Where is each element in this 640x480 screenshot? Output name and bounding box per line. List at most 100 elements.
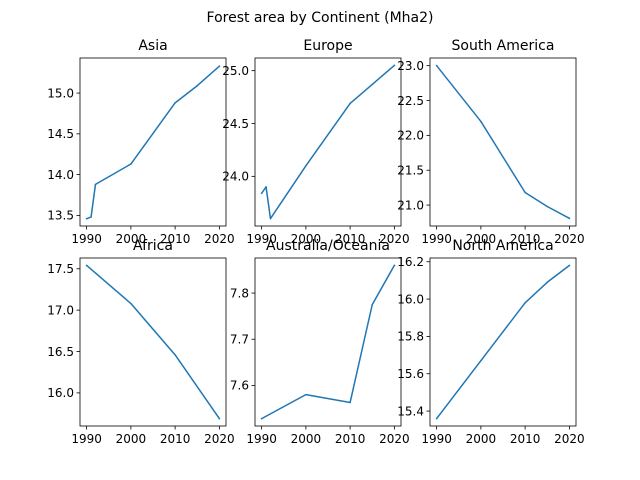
- x-tick-label-south-america: 2000: [466, 232, 497, 246]
- subplot-title-asia: Asia: [138, 38, 167, 54]
- data-point-north-america: [435, 417, 438, 420]
- x-tick-label-north-america: 2020: [554, 432, 585, 446]
- x-tick-label-north-america: 2010: [510, 432, 541, 446]
- data-point-australia-oceania: [349, 401, 351, 404]
- y-tick-label-europe: 24.5: [222, 117, 249, 131]
- y-tick-label-asia: 14.5: [47, 127, 74, 141]
- figure-title: Forest area by Continent (Mha2): [207, 10, 434, 26]
- x-tick-label-australia-oceania: 1990: [246, 432, 277, 446]
- x-tick-label-asia: 2010: [160, 232, 191, 246]
- x-tick-label-africa: 2000: [116, 432, 147, 446]
- subplot-title-south-america: South America: [452, 38, 555, 54]
- data-point-south-america: [524, 191, 526, 194]
- y-tick-label-north-america: 15.8: [397, 330, 424, 344]
- data-point-africa: [130, 302, 132, 305]
- y-tick-label-north-america: 15.6: [397, 367, 424, 381]
- y-tick-label-north-america: 16.2: [397, 255, 424, 269]
- x-tick-label-europe: 2010: [335, 232, 366, 246]
- x-tick-label-europe: 2000: [291, 232, 322, 246]
- y-tick-label-africa: 16.0: [47, 386, 74, 400]
- data-point-asia: [90, 216, 92, 218]
- subplot-asia: 1990 2000 2010 2020 13.5 14.0 14.5 15.0 Asia: [47, 38, 234, 246]
- subplot-australia-oceania: 1990 2000 2010 2020 7.6 7.7 7.8 Australia/Ocean…: [230, 238, 410, 446]
- data-point-asia: [218, 65, 221, 67]
- data-point-europe: [371, 83, 373, 86]
- subplot-title-australia-oceania: Australia/Oceania: [266, 238, 390, 254]
- x-tick-label-africa: 2020: [204, 432, 235, 446]
- data-point-asia: [196, 84, 198, 87]
- y-tick-label-europe: 24.0: [222, 170, 249, 184]
- x-tick-label-asia: 2000: [116, 232, 147, 246]
- x-tick-label-asia: 2020: [204, 232, 235, 246]
- data-point-north-america: [524, 302, 526, 304]
- y-tick-label-north-america: 15.4: [397, 404, 424, 418]
- y-tick-label-asia: 13.5: [47, 209, 74, 223]
- axes-frame-australia-oceania: [254, 257, 402, 427]
- data-point-north-america: [480, 359, 482, 362]
- x-tick-label-africa: 1990: [71, 432, 102, 446]
- x-tick-label-asia: 1990: [71, 232, 102, 246]
- subplot-title-africa: Africa: [133, 238, 173, 254]
- data-point-australia-oceania: [371, 303, 373, 306]
- data-point-europe: [269, 217, 272, 220]
- subplot-north-america: 1990 2000 2010 2020 15.4 15.6 15.8 16.0 16.2 Nort…: [397, 238, 584, 446]
- subplot-title-north-america: North America: [452, 238, 553, 254]
- y-tick-label-asia: 15.0: [47, 86, 74, 100]
- y-tick-label-south-america: 21.5: [397, 164, 424, 178]
- y-tick-label-south-america: 23.0: [397, 59, 424, 73]
- subplot-grid: 1990 2000 2010 202013.514.014.515.0Asia1990…: [47, 38, 584, 446]
- data-point-australia-oceania: [260, 417, 263, 420]
- subplot-africa: 1990 2000 2010 2020 16.0 16.5 17.0 17.5 Africa: [47, 238, 234, 446]
- x-tick-label-south-america: 2020: [554, 232, 585, 246]
- x-tick-label-africa: 2010: [160, 432, 191, 446]
- y-tick-label-south-america: 21.0: [397, 198, 424, 212]
- y-tick-label-africa: 17.5: [47, 262, 74, 276]
- data-point-africa: [174, 354, 176, 356]
- axes-frame-africa: [79, 257, 227, 427]
- y-tick-label-south-america: 22.0: [397, 129, 424, 143]
- data-point-europe: [393, 64, 396, 67]
- x-tick-label-australia-oceania: 2000: [291, 432, 322, 446]
- data-point-south-america: [480, 120, 482, 123]
- y-tick-label-africa: 17.0: [47, 303, 74, 317]
- data-point-south-america: [546, 205, 548, 208]
- data-point-asia: [174, 102, 176, 104]
- subplot-europe: 1990 2000 2010 2020 24.0 24.5 25.0 Europe: [222, 38, 409, 246]
- x-tick-label-south-america: 1990: [421, 232, 452, 246]
- series-line-africa: [85, 264, 221, 420]
- y-tick-label-europe: 25.0: [222, 64, 249, 78]
- y-tick-label-africa: 16.5: [47, 345, 74, 359]
- x-tick-label-north-america: 1990: [421, 432, 452, 446]
- y-tick-label-north-america: 16.0: [397, 292, 424, 306]
- data-point-asia: [94, 183, 97, 186]
- data-point-europe: [305, 165, 307, 167]
- data-point-asia: [85, 217, 88, 220]
- data-point-asia: [130, 163, 132, 165]
- data-point-europe: [260, 192, 263, 194]
- y-tick-label-australia-oceania: 7.7: [230, 333, 249, 347]
- y-tick-label-australia-oceania: 7.8: [230, 286, 249, 300]
- axes-frame-north-america: [429, 257, 577, 427]
- data-point-africa: [218, 417, 221, 420]
- data-point-australia-oceania: [393, 264, 396, 267]
- y-tick-label-asia: 14.0: [47, 168, 74, 182]
- y-tick-label-south-america: 22.5: [397, 94, 424, 108]
- data-point-europe: [349, 102, 351, 105]
- x-tick-label-south-america: 2010: [510, 232, 541, 246]
- x-tick-label-europe: 1990: [246, 232, 277, 246]
- data-point-north-america: [568, 264, 571, 267]
- data-point-south-america: [435, 64, 438, 67]
- data-point-south-america: [568, 217, 571, 220]
- data-point-africa: [85, 264, 88, 267]
- x-tick-label-australia-oceania: 2020: [379, 432, 410, 446]
- data-point-europe: [265, 186, 267, 188]
- subplot-south-america: 1990 2000 2010 2020 21.0 21.5 22.0 22.5 23.0 Sout…: [397, 38, 584, 246]
- axes-frame-europe: [254, 57, 402, 227]
- axes-frame-south-america: [429, 57, 577, 227]
- x-tick-label-north-america: 2000: [466, 432, 497, 446]
- x-tick-label-australia-oceania: 2010: [335, 432, 366, 446]
- axes-frame-asia: [79, 57, 227, 227]
- data-point-australia-oceania: [305, 393, 307, 396]
- x-tick-label-europe: 2020: [379, 232, 410, 246]
